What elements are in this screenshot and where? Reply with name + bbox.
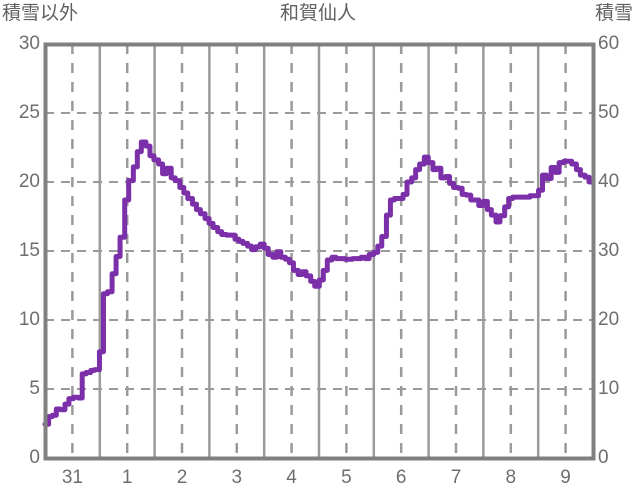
x-axis-tick: 9 xyxy=(560,467,571,488)
y-axis-tick-right: 0 xyxy=(598,447,609,468)
gridlines xyxy=(45,44,593,458)
x-axis-tick: 2 xyxy=(176,467,188,488)
right-axis-unit-label: 積雪 xyxy=(594,3,633,24)
y-axis-tick-left: 5 xyxy=(29,378,40,399)
x-axis-tick: 3 xyxy=(231,467,243,488)
x-axis-tick: 7 xyxy=(450,467,462,488)
x-axis-tick: 5 xyxy=(341,467,352,488)
y-axis-tick-right: 60 xyxy=(598,33,620,54)
y-axis-tick-right: 50 xyxy=(598,102,620,123)
y-axis-tick-right: 10 xyxy=(598,378,620,399)
x-axis-tick: 31 xyxy=(61,467,83,488)
y-axis-tick-left: 0 xyxy=(29,447,40,468)
x-axis-tick: 1 xyxy=(121,467,133,488)
y-axis-tick-left: 10 xyxy=(18,309,40,330)
data-series xyxy=(42,139,596,427)
x-axis-tick: 8 xyxy=(505,467,517,488)
y-axis-tick-right: 40 xyxy=(598,171,620,192)
y-axis-tick-left: 30 xyxy=(18,33,40,54)
y-axis-tick-right: 30 xyxy=(598,240,620,261)
series-line xyxy=(42,139,596,427)
x-axis-tick: 6 xyxy=(395,467,407,488)
plot-border xyxy=(43,42,596,461)
x-axis-tick: 4 xyxy=(286,467,297,488)
chart-title: 和賀仙人 xyxy=(279,3,356,24)
y-axis-tick-left: 25 xyxy=(18,102,40,123)
y-axis-tick-left: 20 xyxy=(18,171,40,192)
y-axis-tick-left: 15 xyxy=(18,240,40,261)
y-axis-tick-right: 20 xyxy=(598,309,620,330)
left-axis-unit-label: 積雪以外 xyxy=(2,3,79,24)
